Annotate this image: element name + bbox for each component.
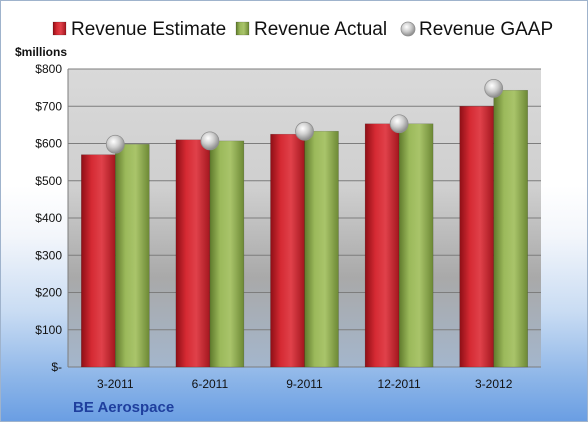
marker-revenue-gaap xyxy=(200,131,220,151)
bar-revenue-estimate xyxy=(81,154,116,368)
y-tick-label: $200 xyxy=(35,286,62,300)
bar-revenue-actual xyxy=(398,123,434,368)
legend-swatch xyxy=(52,21,67,36)
legend-label: Revenue Actual xyxy=(254,19,387,40)
legend-label: Revenue GAAP xyxy=(419,19,553,40)
bar-revenue-estimate xyxy=(175,139,211,368)
y-tick-label: $600 xyxy=(35,137,62,151)
y-axis-label: $millions xyxy=(15,45,67,59)
x-tick-label: 3-2011 xyxy=(97,377,134,391)
bar-revenue-estimate xyxy=(459,106,494,368)
marker-revenue-gaap xyxy=(484,78,504,98)
bar-revenue-estimate xyxy=(270,133,305,368)
y-tick-label: $- xyxy=(51,360,62,374)
marker-revenue-gaap xyxy=(389,114,409,134)
legend-swatch xyxy=(400,21,416,37)
company-name: BE Aerospace xyxy=(73,399,174,416)
y-tick-label: $400 xyxy=(35,211,62,225)
bar-revenue-actual xyxy=(115,143,150,368)
legend-item-revenue-estimate: Revenue Estimate xyxy=(52,19,226,40)
x-tick-label: 9-2011 xyxy=(286,377,323,391)
legend: Revenue Estimate Revenue Actual Revenue GA… xyxy=(52,19,553,40)
legend-swatch xyxy=(235,21,250,36)
bar-revenue-actual xyxy=(209,140,245,368)
legend-item-revenue-actual: Revenue Actual xyxy=(235,19,387,40)
x-tick-label: 6-2011 xyxy=(192,377,229,391)
bar-revenue-actual xyxy=(493,89,528,368)
x-tick-label: 3-2012 xyxy=(475,377,513,391)
x-tick-label: 12-2011 xyxy=(378,377,421,391)
bar-revenue-actual xyxy=(304,130,339,368)
x-axis-ticks: 3-2011 6-2011 9-2011 12-2011 3-2012 xyxy=(97,377,513,391)
marker-revenue-gaap xyxy=(295,121,314,141)
y-tick-label: $700 xyxy=(35,99,62,113)
legend-label: Revenue Estimate xyxy=(71,19,226,40)
markers xyxy=(105,78,504,154)
y-tick-label: $500 xyxy=(35,174,62,188)
bars xyxy=(81,89,528,368)
y-tick-label: $300 xyxy=(35,248,62,262)
marker-revenue-gaap xyxy=(105,134,125,154)
legend-item-revenue-gaap: Revenue GAAP xyxy=(400,19,553,40)
bar-revenue-estimate xyxy=(364,123,400,368)
y-axis-ticks: $- $100 $200 $300 $400 $500 $600 $700 $800 xyxy=(35,62,62,374)
y-tick-label: $800 xyxy=(35,62,62,76)
y-tick-label: $100 xyxy=(35,323,62,337)
